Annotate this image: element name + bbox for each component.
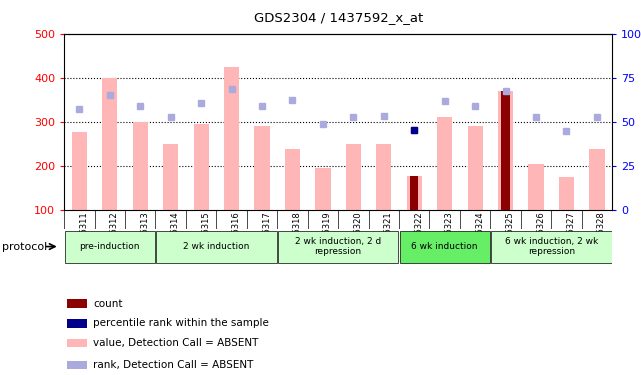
Text: GSM76325: GSM76325 bbox=[506, 211, 515, 256]
Bar bbox=[67, 319, 87, 327]
Text: rank, Detection Call = ABSENT: rank, Detection Call = ABSENT bbox=[93, 360, 253, 370]
Bar bbox=[156, 231, 277, 262]
Text: GSM76313: GSM76313 bbox=[140, 211, 149, 256]
Bar bbox=[559, 177, 574, 210]
Bar bbox=[376, 144, 392, 210]
Bar bbox=[278, 231, 399, 262]
Text: GSM76318: GSM76318 bbox=[292, 211, 301, 256]
Text: value, Detection Call = ABSENT: value, Detection Call = ABSENT bbox=[93, 338, 258, 348]
Bar bbox=[72, 132, 87, 210]
Text: GSM76321: GSM76321 bbox=[384, 211, 393, 256]
Text: percentile rank within the sample: percentile rank within the sample bbox=[93, 318, 269, 328]
Bar bbox=[194, 124, 209, 210]
Bar bbox=[345, 144, 361, 210]
Text: count: count bbox=[93, 298, 122, 309]
Text: GSM76316: GSM76316 bbox=[231, 211, 240, 256]
Bar bbox=[163, 144, 178, 210]
Bar bbox=[67, 339, 87, 347]
Text: protocol: protocol bbox=[2, 242, 47, 252]
Bar bbox=[410, 176, 419, 210]
Bar bbox=[67, 360, 87, 369]
Text: GSM76324: GSM76324 bbox=[475, 211, 484, 256]
Bar bbox=[437, 117, 453, 210]
Text: pre-induction: pre-induction bbox=[79, 242, 140, 251]
Text: GSM76311: GSM76311 bbox=[79, 211, 88, 256]
Text: GSM76327: GSM76327 bbox=[567, 211, 576, 256]
Text: GDS2304 / 1437592_x_at: GDS2304 / 1437592_x_at bbox=[253, 11, 423, 24]
Text: GSM76320: GSM76320 bbox=[353, 211, 362, 256]
Bar bbox=[501, 91, 510, 210]
Bar bbox=[285, 149, 300, 210]
Bar bbox=[467, 126, 483, 210]
Bar bbox=[498, 91, 513, 210]
Bar bbox=[224, 67, 239, 210]
Text: 2 wk induction, 2 d
repression: 2 wk induction, 2 d repression bbox=[295, 237, 381, 256]
Text: 6 wk induction, 2 wk
repression: 6 wk induction, 2 wk repression bbox=[504, 237, 598, 256]
Bar bbox=[102, 78, 117, 210]
Bar bbox=[399, 231, 490, 262]
Text: 2 wk induction: 2 wk induction bbox=[183, 242, 249, 251]
Bar bbox=[589, 149, 604, 210]
Text: GSM76323: GSM76323 bbox=[445, 211, 454, 256]
Bar bbox=[528, 164, 544, 210]
Text: GSM76312: GSM76312 bbox=[110, 211, 119, 256]
Text: GSM76314: GSM76314 bbox=[171, 211, 179, 256]
Text: GSM76315: GSM76315 bbox=[201, 211, 210, 256]
Bar bbox=[65, 231, 155, 262]
Text: 6 wk induction: 6 wk induction bbox=[412, 242, 478, 251]
Bar bbox=[254, 126, 270, 210]
Bar bbox=[491, 231, 612, 262]
Bar bbox=[133, 122, 148, 210]
Text: GSM76326: GSM76326 bbox=[536, 211, 545, 256]
Text: GSM76328: GSM76328 bbox=[597, 211, 606, 256]
Bar bbox=[67, 300, 87, 308]
Text: GSM76322: GSM76322 bbox=[414, 211, 423, 256]
Bar bbox=[315, 168, 331, 210]
Bar bbox=[406, 176, 422, 210]
Text: GSM76319: GSM76319 bbox=[323, 211, 332, 256]
Text: GSM76317: GSM76317 bbox=[262, 211, 271, 256]
